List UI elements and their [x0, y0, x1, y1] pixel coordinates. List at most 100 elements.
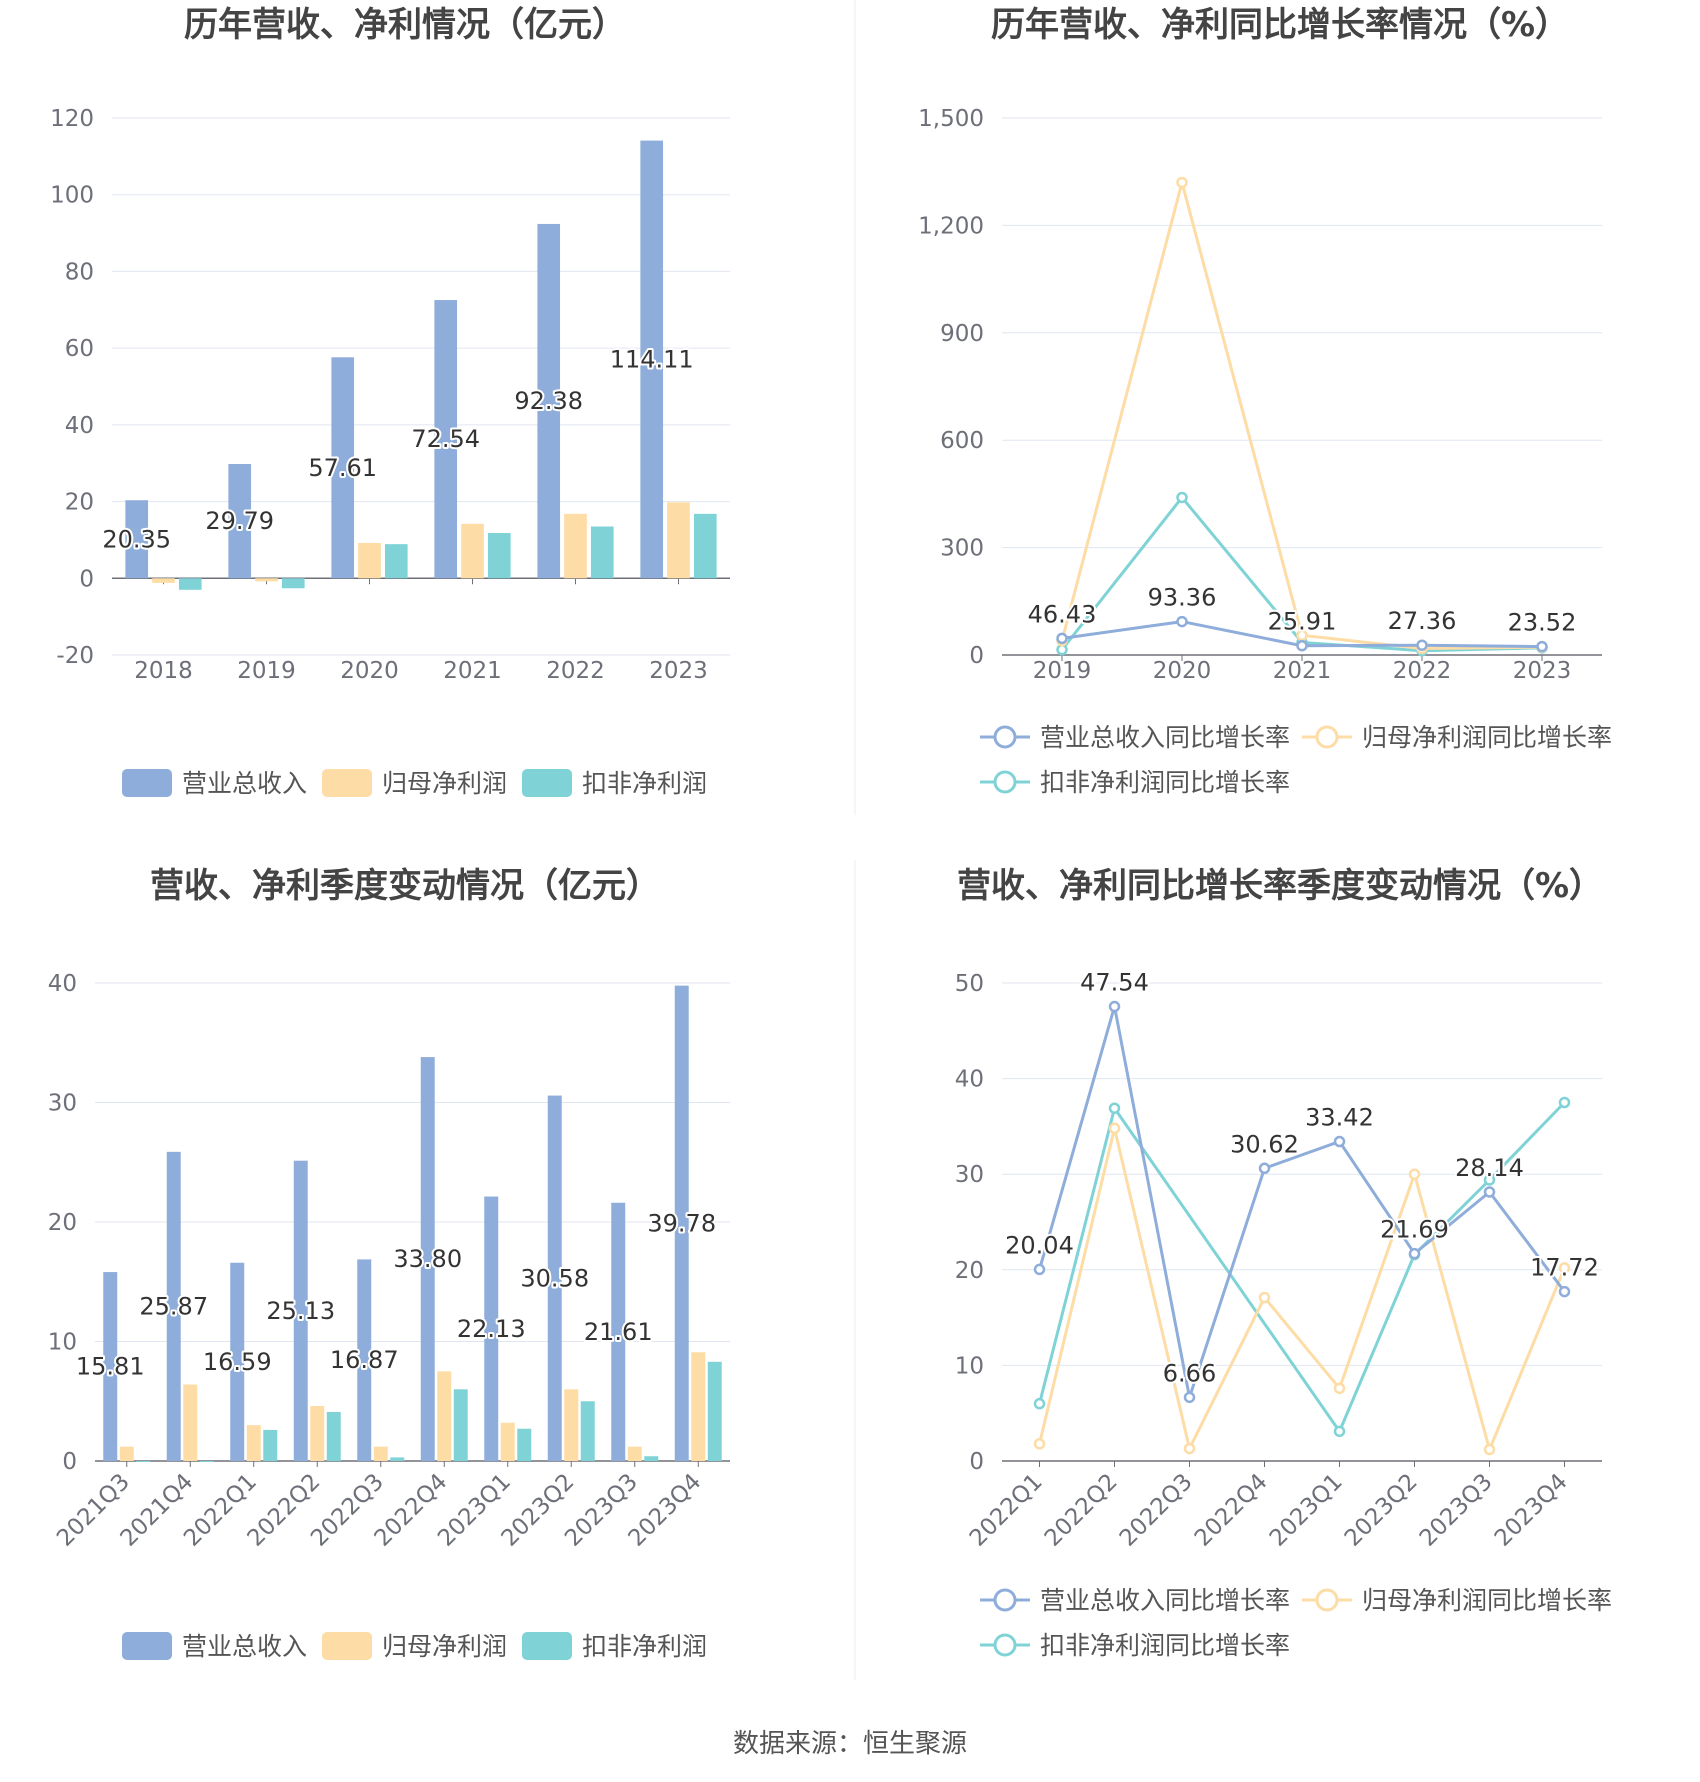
x-tick-label: 2020 — [340, 658, 399, 684]
data-point-revenue — [1536, 640, 1548, 653]
legend-label: 归母净利润 — [382, 1632, 507, 1661]
series-line-net_profit — [1038, 1126, 1566, 1452]
line-data-label: 93.36 — [1148, 584, 1217, 612]
bar-data-label: 15.81 — [76, 1353, 145, 1381]
data-point-revenue — [1108, 1000, 1121, 1013]
bar-data-label: 92.38 — [514, 387, 583, 415]
legend-label: 归母净利润 — [382, 769, 507, 798]
data-point-net_profit — [1483, 1443, 1496, 1456]
x-tick-label: 2023Q3 — [1415, 1469, 1498, 1552]
y-tick-label: 20 — [955, 1258, 984, 1284]
line-data-label: 28.14 — [1455, 1154, 1524, 1182]
data-point-deducted_profit — [1483, 1174, 1496, 1186]
bar-deducted_profit — [580, 1401, 595, 1461]
bar-data-label: 20.35 — [102, 525, 171, 553]
legend-swatch — [522, 769, 572, 797]
bar-deducted_profit — [326, 1412, 341, 1461]
data-point-net_profit — [1333, 1382, 1346, 1395]
x-tick-label: 2023 — [1513, 658, 1572, 684]
bar-deducted_profit — [384, 544, 408, 579]
y-tick-label: 0 — [62, 1449, 77, 1475]
y-tick-label: -20 — [56, 643, 94, 669]
chart-title: 营收、净利同比增长率季度变动情况（%） — [957, 866, 1603, 906]
bar-net_profit — [255, 578, 278, 582]
data-point-net_profit — [1296, 629, 1308, 642]
bar-revenue — [674, 985, 689, 1461]
bar-net_profit — [461, 523, 484, 579]
bar-revenue — [420, 1057, 435, 1461]
line-data-label: 30.62 — [1230, 1130, 1299, 1158]
legend-label: 扣非净利润 — [582, 769, 707, 798]
y-tick-label: 600 — [940, 428, 984, 454]
legend-label: 扣非净利润同比增长率 — [1040, 1631, 1290, 1660]
legend-swatch — [322, 769, 372, 797]
bar-revenue — [484, 1196, 499, 1461]
bar-data-label: 29.79 — [205, 507, 274, 535]
chart-title: 历年营收、净利同比增长率情况（%） — [991, 5, 1569, 45]
y-tick-label: 50 — [955, 971, 984, 997]
x-tick-label: 2022Q2 — [1040, 1469, 1123, 1552]
x-tick-label: 2022 — [1393, 658, 1452, 684]
bar-net_profit — [183, 1384, 198, 1461]
bar-data-label: 72.54 — [411, 425, 480, 453]
bar-revenue — [228, 464, 252, 579]
series-line-revenue — [1038, 1005, 1566, 1399]
legend-label: 营业总收入同比增长率 — [1040, 1586, 1290, 1615]
y-tick-label: 900 — [940, 321, 984, 347]
bar-data-label: 25.13 — [266, 1297, 335, 1325]
bar-data-label: 16.87 — [330, 1346, 399, 1374]
y-tick-label: 1,500 — [918, 106, 984, 132]
legend-swatch-marker — [993, 1588, 1017, 1612]
bar-revenue — [547, 1095, 562, 1461]
y-tick-label: 1,200 — [918, 213, 984, 239]
legend-swatch — [122, 1632, 172, 1660]
line-data-label: 25.91 — [1268, 608, 1337, 636]
y-tick-label: 40 — [955, 1067, 984, 1093]
legend-label: 归母净利润同比增长率 — [1362, 1586, 1612, 1615]
x-tick-label: 2022Q3 — [1115, 1469, 1198, 1552]
legend-label: 扣非净利润同比增长率 — [1040, 768, 1290, 797]
bar-deducted_profit — [199, 1461, 214, 1462]
y-tick-label: 60 — [65, 336, 94, 362]
data-point-net_profit — [1183, 1442, 1196, 1455]
bar-net_profit — [500, 1422, 515, 1461]
data-point-revenue — [1176, 615, 1188, 628]
bar-data-label: 30.58 — [520, 1264, 589, 1292]
data-point-net_profit — [1108, 1122, 1121, 1135]
bar-data-label: 16.59 — [203, 1348, 272, 1376]
bar-deducted_profit — [517, 1428, 532, 1461]
y-tick-label: 80 — [65, 259, 94, 285]
y-tick-label: 0 — [969, 643, 984, 669]
x-tick-label: 2021 — [1273, 658, 1332, 684]
bar-revenue — [434, 300, 458, 579]
legend-swatch-marker — [1315, 1588, 1339, 1612]
data-point-revenue — [1296, 639, 1308, 652]
y-tick-label: 30 — [48, 1091, 77, 1117]
data-point-revenue — [1408, 1247, 1421, 1260]
x-tick-label: 2019 — [237, 658, 296, 684]
annual-growth-rate-chart: 历年营收、净利同比增长率情况（%） 0 300 600 900 1,200 1,500 201… — [918, 5, 1612, 797]
y-tick-label: 10 — [955, 1353, 984, 1379]
bar-net_profit — [564, 1389, 579, 1461]
data-point-revenue — [1258, 1162, 1271, 1175]
line-data-label: 20.04 — [1005, 1231, 1074, 1259]
line-data-label: 21.69 — [1380, 1216, 1449, 1244]
quarterly-revenue-profit-chart: 营收、净利季度变动情况（亿元）0102030402021Q32021Q42022… — [48, 866, 730, 1661]
y-tick-label: 300 — [940, 536, 984, 562]
y-tick-label: 20 — [48, 1210, 77, 1236]
data-point-revenue — [1558, 1285, 1571, 1298]
legend-swatch-marker — [993, 1633, 1017, 1657]
bar-data-label: 25.87 — [139, 1292, 208, 1320]
data-point-revenue — [1333, 1135, 1346, 1148]
bar-net_profit — [691, 1352, 706, 1461]
series-line-deducted_profit — [1038, 1101, 1566, 1433]
y-tick-label: 120 — [50, 106, 94, 132]
legend-swatch — [522, 1632, 572, 1660]
data-point-net_profit — [1558, 1262, 1571, 1274]
bar-revenue — [640, 140, 664, 579]
line-data-label: 6.66 — [1163, 1359, 1216, 1387]
bar-net_profit — [246, 1425, 261, 1461]
bar-revenue — [537, 223, 561, 579]
bar-revenue — [293, 1160, 308, 1461]
